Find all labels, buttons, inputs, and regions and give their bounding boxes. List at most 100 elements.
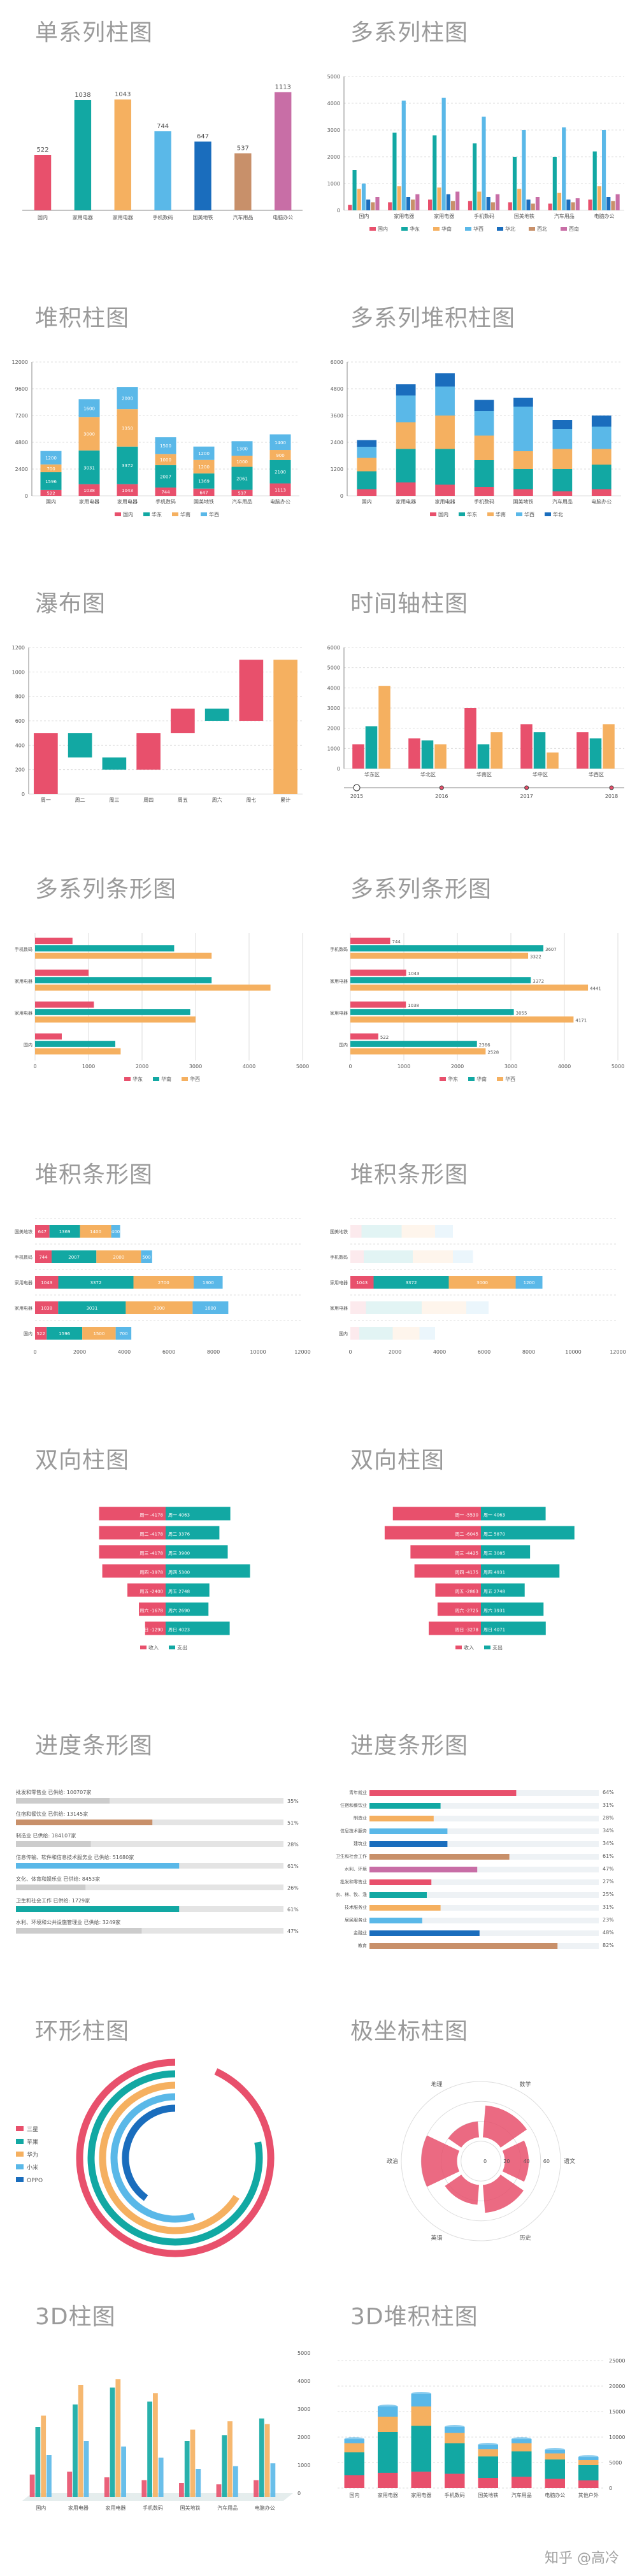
bar-segment <box>78 399 100 417</box>
category-label: 数学 <box>519 2081 531 2088</box>
data-label: 周二 5870 <box>483 1532 505 1537</box>
y-tick-label: 7200 <box>15 413 28 419</box>
bar <box>433 135 437 210</box>
progress-fill <box>369 1892 427 1898</box>
row-label: 农、林、牧、渔 <box>336 1892 367 1897</box>
progress-fill <box>369 1905 441 1911</box>
y-tick-label: 国内 <box>24 1331 32 1336</box>
y-tick-label: 400 <box>15 742 25 748</box>
polar-bar <box>448 2121 480 2148</box>
bar-segment <box>366 1301 422 1314</box>
bar <box>421 740 434 769</box>
progress-fill <box>16 1863 180 1869</box>
bar-negative <box>99 1545 166 1559</box>
bar <box>184 2441 190 2497</box>
bar <box>147 2401 152 2497</box>
bar-segment <box>231 456 253 467</box>
radial-tick-label: 0 <box>483 2159 487 2164</box>
data-label: 3350 <box>122 426 133 431</box>
bar-positive <box>481 1564 560 1578</box>
x-tick-label: 3000 <box>189 1064 202 1069</box>
data-label: 1043 <box>41 1280 52 1285</box>
legend-label: 华南 <box>161 1076 171 1082</box>
x-tick-label: 1000 <box>82 1064 95 1069</box>
x-tick-label: 国内 <box>38 214 48 221</box>
x-tick-label: 国内 <box>359 213 369 219</box>
y-tick-label: 家用电器 <box>330 978 348 984</box>
bar-segment <box>155 454 176 465</box>
progress-fill <box>369 1943 558 1949</box>
data-label: 周三 3900 <box>168 1551 190 1556</box>
y-tick-label: 800 <box>15 694 25 700</box>
row-label: 信息传输、软件和信息技术服务业 已供给: 51680家 <box>16 1854 134 1860</box>
bar-segment <box>357 458 377 472</box>
bar-positive <box>481 1621 546 1635</box>
bar <box>171 708 195 734</box>
bar <box>495 194 500 210</box>
bar-segment <box>58 1301 126 1314</box>
x-tick-label: 国美地铁 <box>180 2505 201 2511</box>
y-tick-label: 0 <box>340 493 343 499</box>
bar-cap <box>478 2443 498 2447</box>
bar <box>601 130 606 210</box>
track <box>16 1841 283 1847</box>
data-label: 周一 4063 <box>483 1513 505 1518</box>
bar-positive <box>166 1621 230 1635</box>
bar-segment <box>231 489 253 496</box>
x-tick-label: 2000 <box>136 1064 148 1069</box>
bar <box>78 2385 83 2497</box>
bar-segment <box>357 440 377 447</box>
legend-swatch <box>153 1077 159 1081</box>
bar-segment <box>115 1327 132 1340</box>
data-label: 1400 <box>275 440 286 445</box>
data-label: 2528 <box>487 1050 499 1055</box>
y-tick-label: 手机数码 <box>330 946 348 952</box>
bar-positive <box>166 1583 210 1597</box>
legend-swatch <box>561 227 567 231</box>
y-tick-label: 国内 <box>339 1042 348 1048</box>
y-tick-label: 0 <box>337 766 340 772</box>
panel-title: 多系列堆积柱图 <box>350 305 516 331</box>
bar-segment <box>419 1327 435 1340</box>
x-tick-label: 4000 <box>243 1064 255 1069</box>
bar-segment <box>125 1301 193 1314</box>
legend-swatch <box>16 2164 24 2169</box>
x-tick-label: 周六 <box>212 797 222 803</box>
y-tick-label: 9600 <box>15 386 28 392</box>
data-label: 900 <box>276 453 284 458</box>
chart-3d-stacked-bar: 0 5000 10000 15000 20000 25000 国内 家用电器 家用电器 手机数码 国… <box>338 2358 625 2498</box>
bar-segment <box>193 446 215 460</box>
data-label: 647 <box>197 133 209 140</box>
row-label: 住宿和餐饮业 <box>340 1802 367 1808</box>
bar-segment <box>82 1327 116 1340</box>
panel-title: 多系列柱图 <box>350 20 469 46</box>
bar-segment <box>474 487 494 496</box>
legend-swatch <box>369 227 376 231</box>
legend-label: 华东 <box>410 226 420 232</box>
bar-segment <box>396 422 416 449</box>
bar-segment <box>513 398 533 407</box>
bar-cap <box>512 2437 532 2442</box>
category-label: 政治 <box>387 2157 398 2165</box>
panel-waterfall: 瀑布图 0 200 400 600 800 1000 1200 周一 周二 周三 周四 周五 周六 周七 累… <box>10 571 322 855</box>
panel-polar: 极坐标柱图 数学 语文 历史 英语 政治 地理 0 20 40 60 <box>325 1999 637 2282</box>
x-tick-label: 手机数码 <box>155 498 176 505</box>
bar-cap <box>578 2455 599 2459</box>
bar-segment <box>578 2465 599 2480</box>
data-label: 1369 <box>59 1229 71 1234</box>
legend-label: 华东 <box>132 1076 143 1082</box>
legend-label: 国内 <box>438 511 448 517</box>
legend-swatch <box>143 512 150 516</box>
bar <box>136 733 161 770</box>
x-tick-label: 家用电器 <box>79 498 99 505</box>
bar-segment <box>552 420 573 429</box>
y-tick-label: 3600 <box>331 413 343 419</box>
bar-segment <box>350 1225 362 1238</box>
bar <box>179 2483 184 2497</box>
category-label: 英语 <box>431 2234 442 2241</box>
legend-swatch <box>455 1646 462 1649</box>
legend-swatch <box>169 1646 175 1649</box>
x-tick-label: 汽车用品 <box>232 498 252 505</box>
panel-radial: 环形柱图 三星 苹果 华为 小米 OPPO <box>10 1999 322 2282</box>
